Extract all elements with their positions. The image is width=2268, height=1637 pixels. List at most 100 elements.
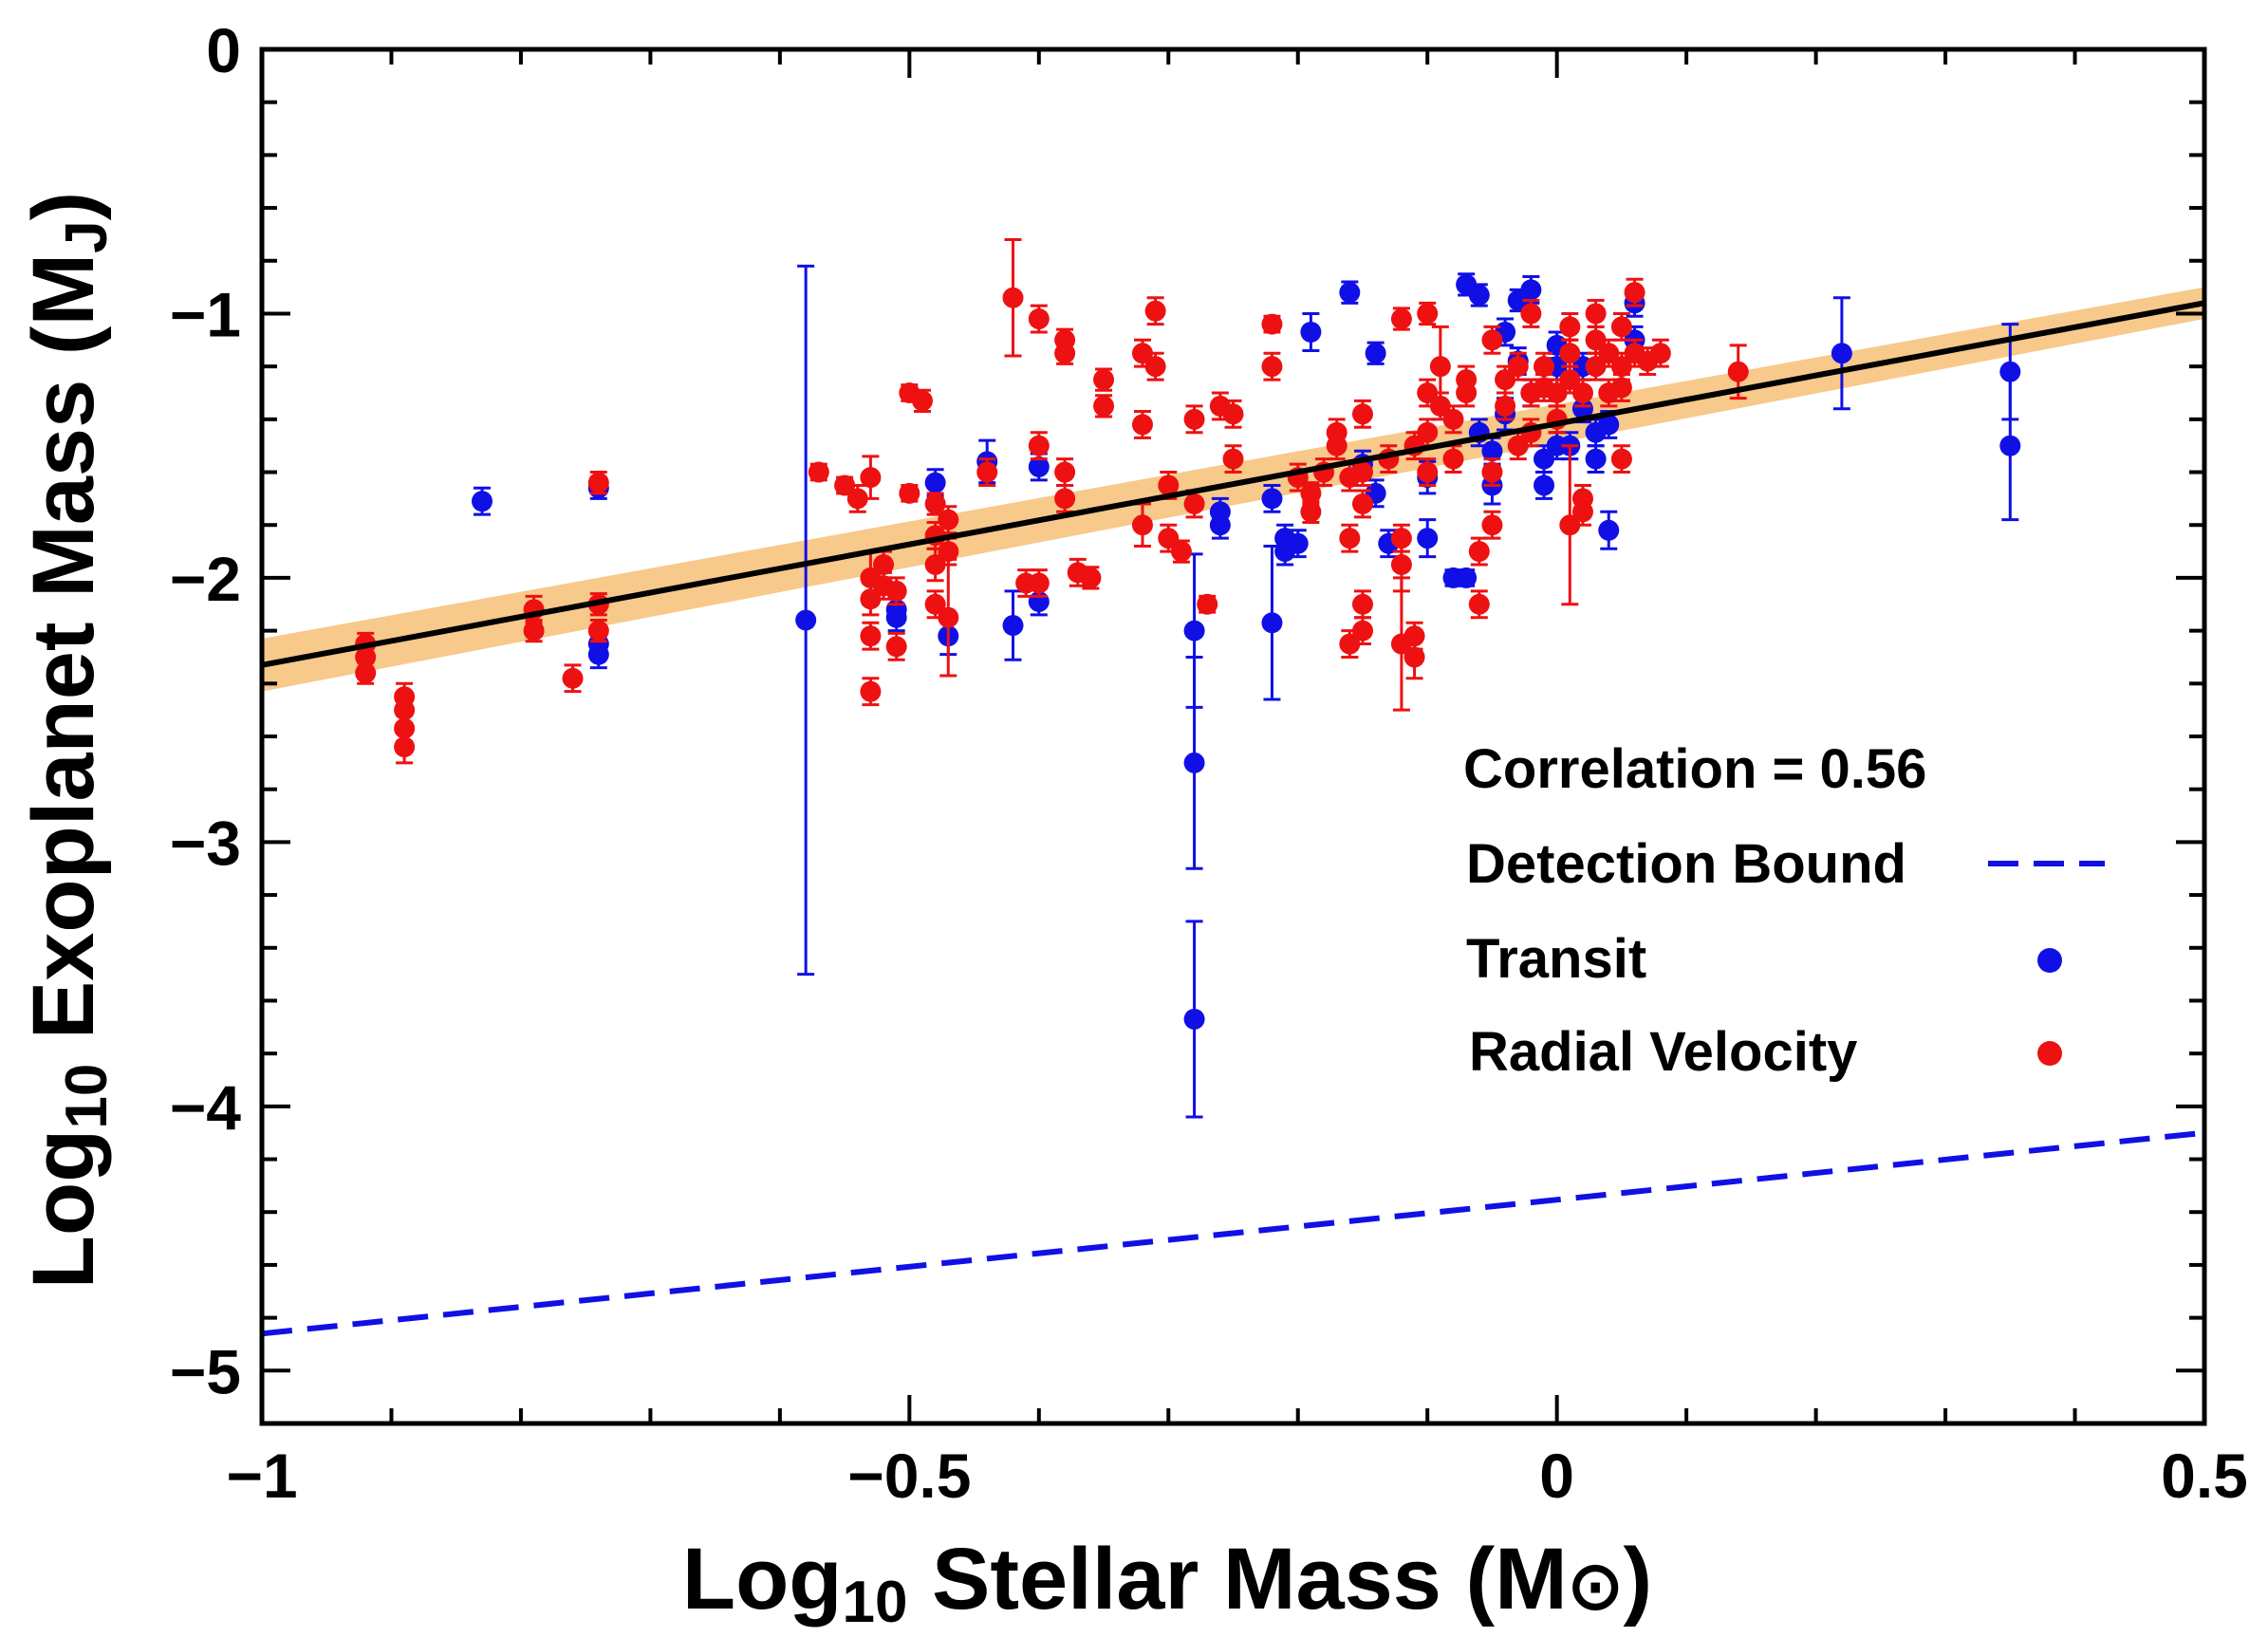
transit-marker xyxy=(1261,488,1283,510)
radial-velocity-marker xyxy=(924,593,946,615)
radial-velocity-point xyxy=(1624,277,1645,307)
radial-velocity-marker xyxy=(1481,461,1503,483)
radial-velocity-point xyxy=(1300,499,1322,524)
radial-velocity-point xyxy=(860,455,882,500)
radial-velocity-marker xyxy=(1442,408,1464,430)
transit-marker xyxy=(471,491,493,512)
radial-velocity-marker xyxy=(860,680,882,702)
transit-point xyxy=(1831,296,1852,411)
radial-velocity-marker xyxy=(1144,356,1166,378)
radial-velocity-marker xyxy=(1546,382,1568,403)
radial-velocity-point xyxy=(1197,593,1218,615)
radial-velocity-marker xyxy=(394,736,416,758)
radial-velocity-marker xyxy=(523,620,545,642)
radial-velocity-point xyxy=(1351,589,1373,620)
radial-velocity-marker xyxy=(1131,414,1153,436)
radial-velocity-point xyxy=(1481,325,1503,355)
radial-velocity-marker xyxy=(1417,303,1439,325)
y-axis-title: Log10 Exoplanet Mass (MJ) xyxy=(15,192,120,1289)
y-tick-label: −2 xyxy=(170,544,241,614)
radial-velocity-point xyxy=(1351,489,1373,519)
radial-velocity-marker xyxy=(834,474,856,496)
radial-velocity-marker xyxy=(1404,646,1425,668)
radial-velocity-point xyxy=(860,677,882,707)
radial-velocity-point xyxy=(1028,304,1050,334)
radial-velocity-point xyxy=(860,621,882,651)
radial-velocity-point xyxy=(1571,496,1593,527)
radial-velocity-marker xyxy=(1429,356,1451,378)
radial-velocity-marker xyxy=(1456,382,1478,403)
radial-velocity-point xyxy=(924,492,946,516)
radial-velocity-point xyxy=(1144,351,1166,381)
transit-marker xyxy=(1598,414,1620,436)
transit-marker xyxy=(1831,343,1852,364)
radial-velocity-point xyxy=(1559,311,1581,342)
transit-marker xyxy=(587,643,609,665)
radial-velocity-point xyxy=(1649,338,1671,368)
radial-velocity-marker xyxy=(1351,461,1373,483)
radial-velocity-marker xyxy=(1507,435,1529,456)
radial-velocity-point xyxy=(1261,313,1283,335)
radial-velocity-point xyxy=(394,729,416,765)
transit-point xyxy=(1028,452,1050,482)
radial-velocity-marker xyxy=(860,467,882,489)
radial-velocity-marker xyxy=(1222,448,1244,470)
transit-point xyxy=(1261,545,1283,701)
transit-point xyxy=(1534,471,1555,500)
transit-point xyxy=(1456,567,1478,588)
radial-velocity-marker xyxy=(1610,377,1632,399)
transit-point xyxy=(795,264,817,977)
radial-velocity-marker xyxy=(1495,369,1516,391)
radial-velocity-marker xyxy=(873,554,895,575)
transit-point xyxy=(1520,274,1542,305)
radial-velocity-point xyxy=(1339,629,1361,659)
radial-velocity-point xyxy=(1468,536,1490,567)
radial-velocity-marker xyxy=(394,717,416,739)
radial-velocity-point xyxy=(1054,457,1076,487)
legend-radial-velocity-label: Radial Velocity xyxy=(1469,1021,1857,1083)
transit-marker xyxy=(1183,620,1205,642)
radial-velocity-marker xyxy=(938,541,959,563)
legend-radial-velocity-marker xyxy=(2037,1041,2062,1066)
x-tick-label: 0.5 xyxy=(2161,1441,2248,1511)
radial-velocity-point xyxy=(1326,431,1348,461)
radial-velocity-point xyxy=(1610,444,1632,474)
radial-velocity-marker xyxy=(1429,395,1451,417)
data-points-layer xyxy=(355,237,2021,1119)
y-tick-label: −1 xyxy=(170,279,241,349)
radial-velocity-marker xyxy=(1727,361,1749,382)
x-axis-label: Log10 Stellar Mass (M⊙) xyxy=(682,1531,1652,1635)
transit-point xyxy=(1287,529,1309,559)
transit-point xyxy=(1183,920,1205,1119)
radial-velocity-point xyxy=(1093,367,1115,392)
radial-velocity-point xyxy=(1093,394,1115,419)
radial-velocity-point xyxy=(1261,351,1283,381)
radial-velocity-point xyxy=(1131,409,1153,439)
radial-velocity-point xyxy=(1080,566,1102,590)
x-tick-label: −0.5 xyxy=(847,1441,971,1511)
transit-marker xyxy=(1287,532,1309,554)
radial-velocity-point xyxy=(587,618,609,643)
radial-velocity-point xyxy=(938,505,959,535)
x-tick-label: 0 xyxy=(1539,1441,1574,1511)
transit-marker xyxy=(795,609,817,631)
radial-velocity-marker xyxy=(1170,541,1192,563)
radial-velocity-marker xyxy=(1624,282,1645,304)
radial-velocity-marker xyxy=(1028,435,1050,456)
radial-velocity-marker xyxy=(1054,461,1076,483)
radial-velocity-marker xyxy=(1144,300,1166,322)
x-tick-label: −1 xyxy=(226,1441,297,1511)
radial-velocity-point xyxy=(1610,311,1632,342)
radial-velocity-marker xyxy=(1351,493,1373,514)
radial-velocity-marker xyxy=(1481,514,1503,536)
radial-velocity-marker xyxy=(1520,303,1542,325)
radial-velocity-marker xyxy=(1351,403,1373,425)
radial-velocity-marker xyxy=(1390,308,1412,330)
radial-velocity-point xyxy=(1183,404,1205,435)
radial-velocity-marker xyxy=(1158,528,1180,549)
fit-confidence-band-layer xyxy=(262,287,2204,692)
radial-velocity-marker xyxy=(885,636,907,658)
radial-velocity-marker xyxy=(1571,382,1593,403)
transit-marker xyxy=(1209,514,1231,536)
radial-velocity-point xyxy=(1610,373,1632,402)
